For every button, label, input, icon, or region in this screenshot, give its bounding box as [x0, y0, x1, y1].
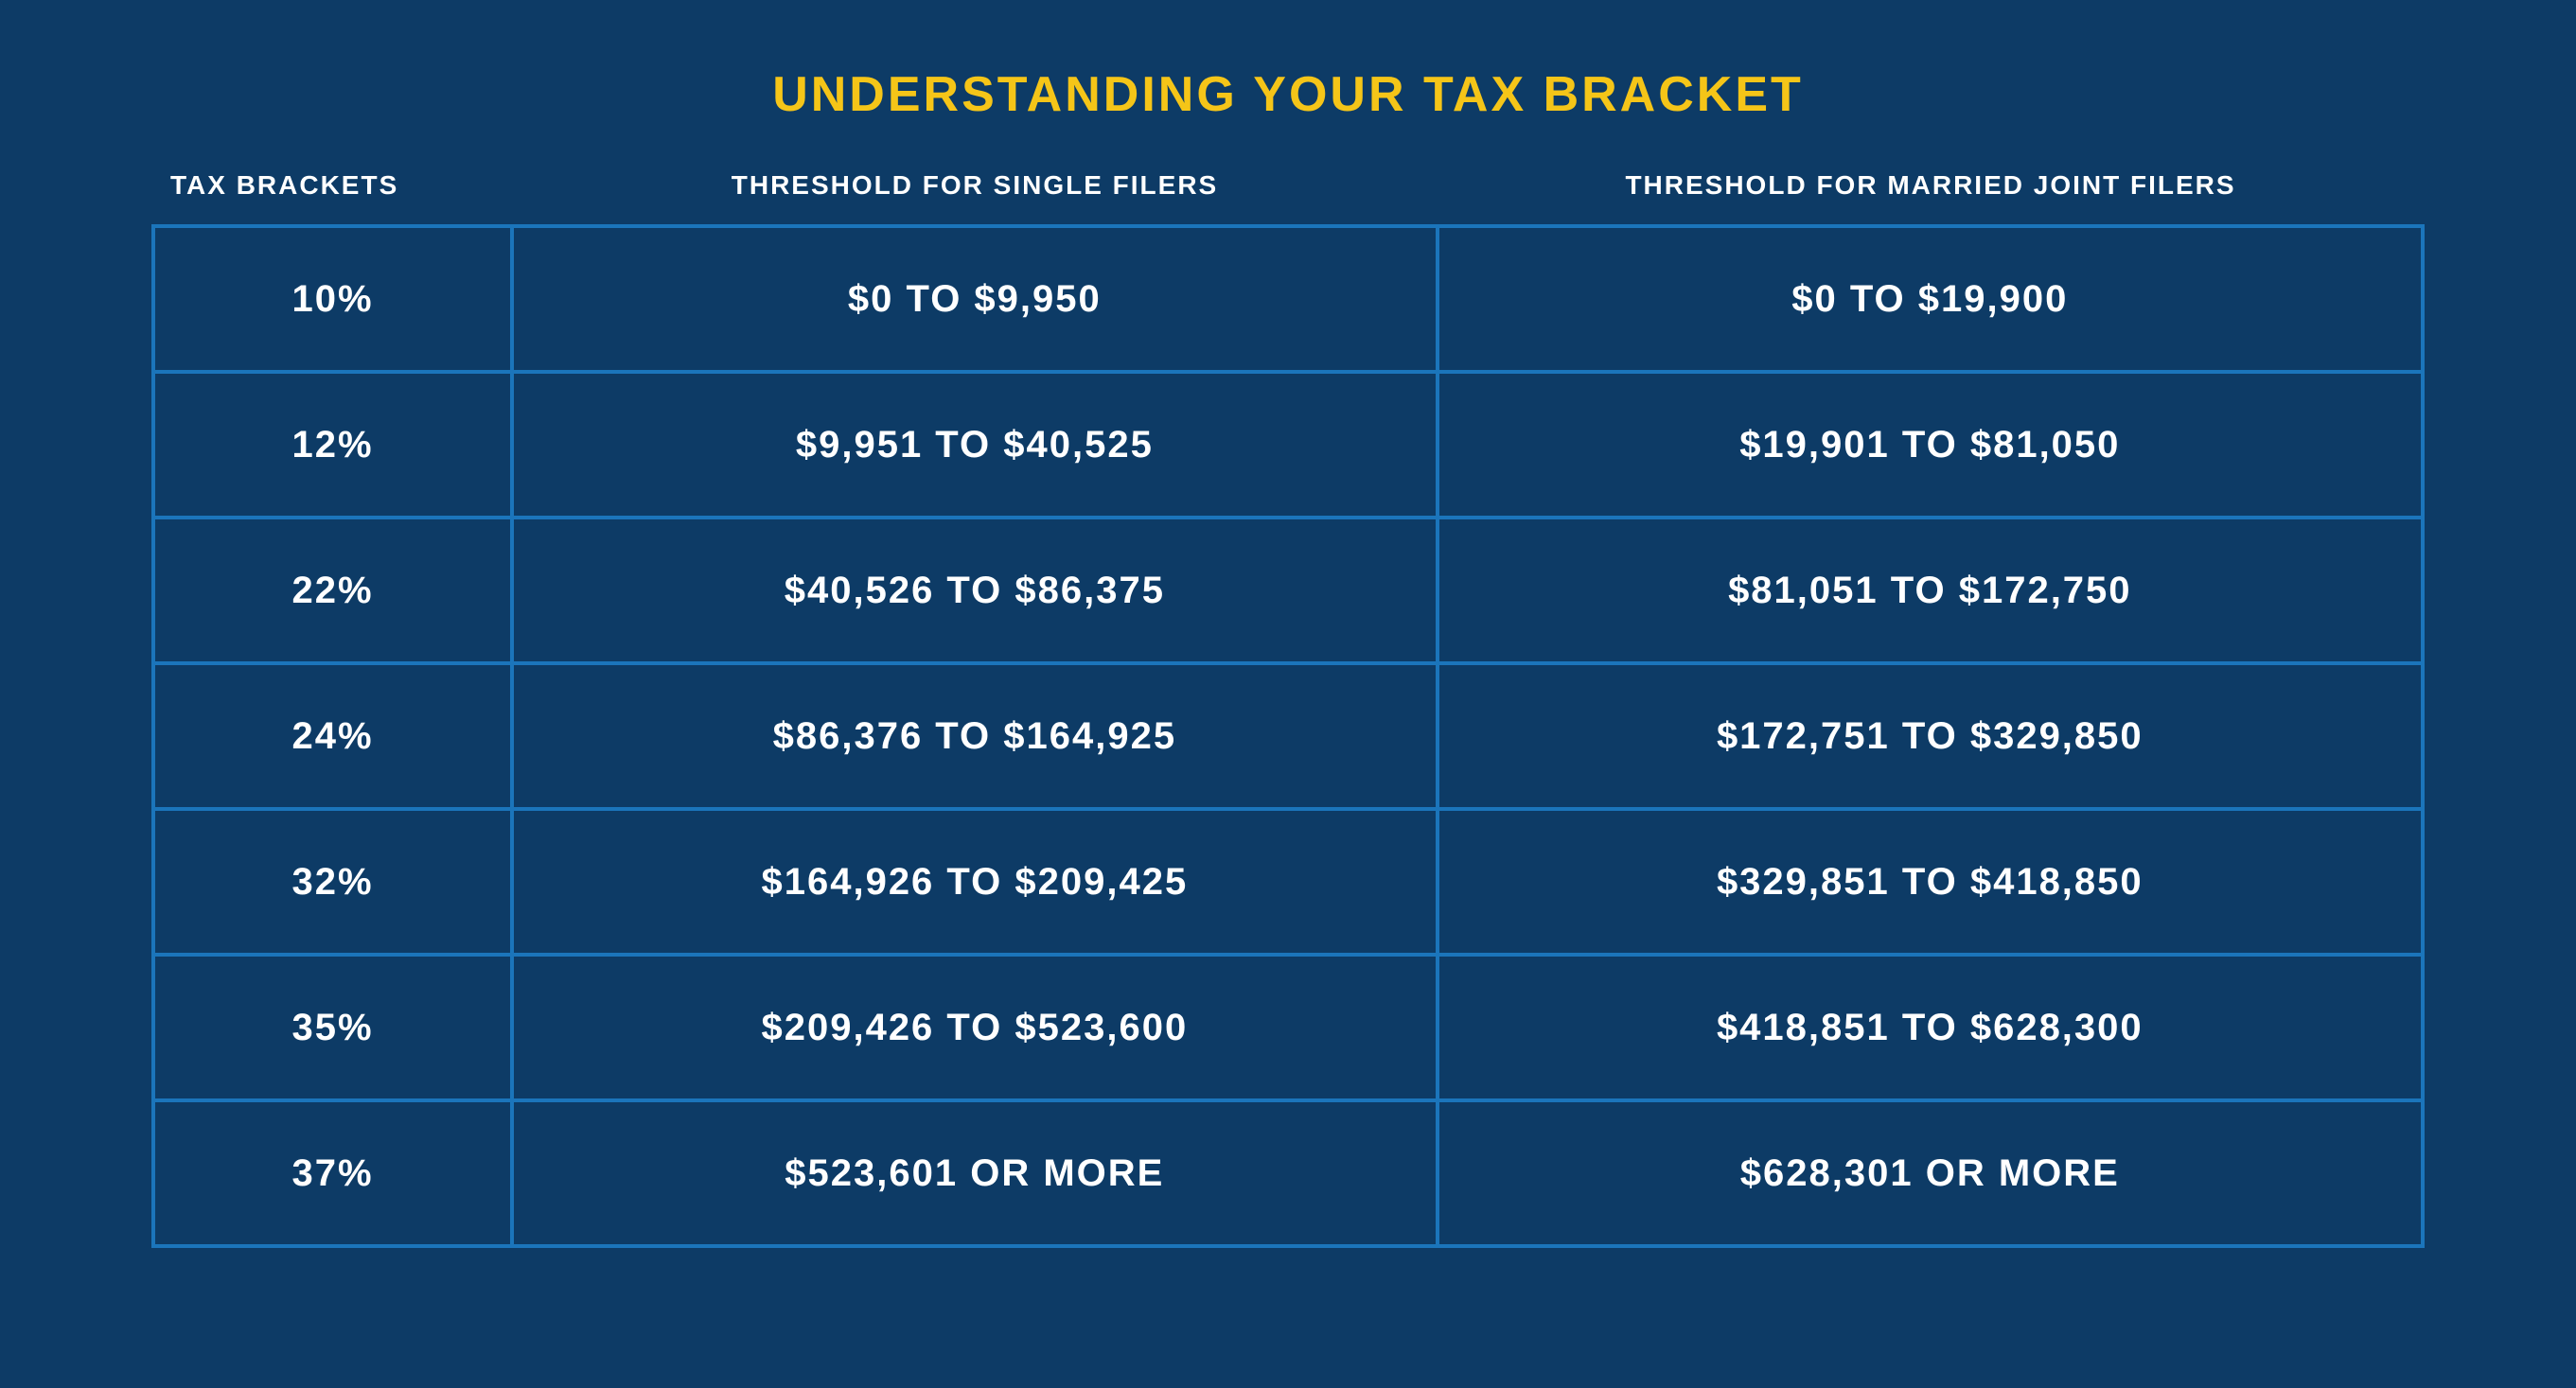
married-threshold-cell: $0 TO $19,900 [1439, 228, 2421, 370]
married-threshold-cell: $329,851 TO $418,850 [1439, 811, 2421, 953]
bracket-cell: 32% [155, 811, 514, 953]
bracket-cell: 35% [155, 957, 514, 1098]
table-row: 12% $9,951 TO $40,525 $19,901 TO $81,050 [151, 370, 2425, 519]
single-threshold-cell: $209,426 TO $523,600 [514, 957, 1439, 1098]
married-threshold-cell: $81,051 TO $172,750 [1439, 519, 2421, 661]
table-row: 32% $164,926 TO $209,425 $329,851 TO $41… [151, 807, 2425, 957]
married-threshold-cell: $172,751 TO $329,850 [1439, 665, 2421, 807]
single-threshold-cell: $164,926 TO $209,425 [514, 811, 1439, 953]
bracket-cell: 22% [155, 519, 514, 661]
single-threshold-cell: $0 TO $9,950 [514, 228, 1439, 370]
table-row: 24% $86,376 TO $164,925 $172,751 TO $329… [151, 661, 2425, 811]
page-title: UNDERSTANDING YOUR TAX BRACKET [772, 66, 1804, 123]
single-threshold-cell: $86,376 TO $164,925 [514, 665, 1439, 807]
table-row: 35% $209,426 TO $523,600 $418,851 TO $62… [151, 953, 2425, 1102]
married-threshold-cell: $19,901 TO $81,050 [1439, 374, 2421, 516]
table-row: 37% $523,601 OR MORE $628,301 OR MORE [151, 1098, 2425, 1248]
married-threshold-cell: $418,851 TO $628,300 [1439, 957, 2421, 1098]
bracket-cell: 12% [155, 374, 514, 516]
column-header-brackets: TAX BRACKETS [151, 170, 511, 201]
married-threshold-cell: $628,301 OR MORE [1439, 1102, 2421, 1244]
single-threshold-cell: $40,526 TO $86,375 [514, 519, 1439, 661]
table-row: 10% $0 TO $9,950 $0 TO $19,900 [151, 224, 2425, 374]
bracket-cell: 37% [155, 1102, 514, 1244]
tax-bracket-table: 10% $0 TO $9,950 $0 TO $19,900 12% $9,95… [151, 224, 2425, 1248]
table-row: 22% $40,526 TO $86,375 $81,051 TO $172,7… [151, 516, 2425, 665]
single-threshold-cell: $9,951 TO $40,525 [514, 374, 1439, 516]
bracket-cell: 10% [155, 228, 514, 370]
bracket-cell: 24% [155, 665, 514, 807]
column-header-single: THRESHOLD FOR SINGLE FILERS [511, 170, 1438, 201]
column-header-married: THRESHOLD FOR MARRIED JOINT FILERS [1438, 170, 2423, 201]
table-header-row: TAX BRACKETS THRESHOLD FOR SINGLE FILERS… [151, 170, 2425, 201]
single-threshold-cell: $523,601 OR MORE [514, 1102, 1439, 1244]
